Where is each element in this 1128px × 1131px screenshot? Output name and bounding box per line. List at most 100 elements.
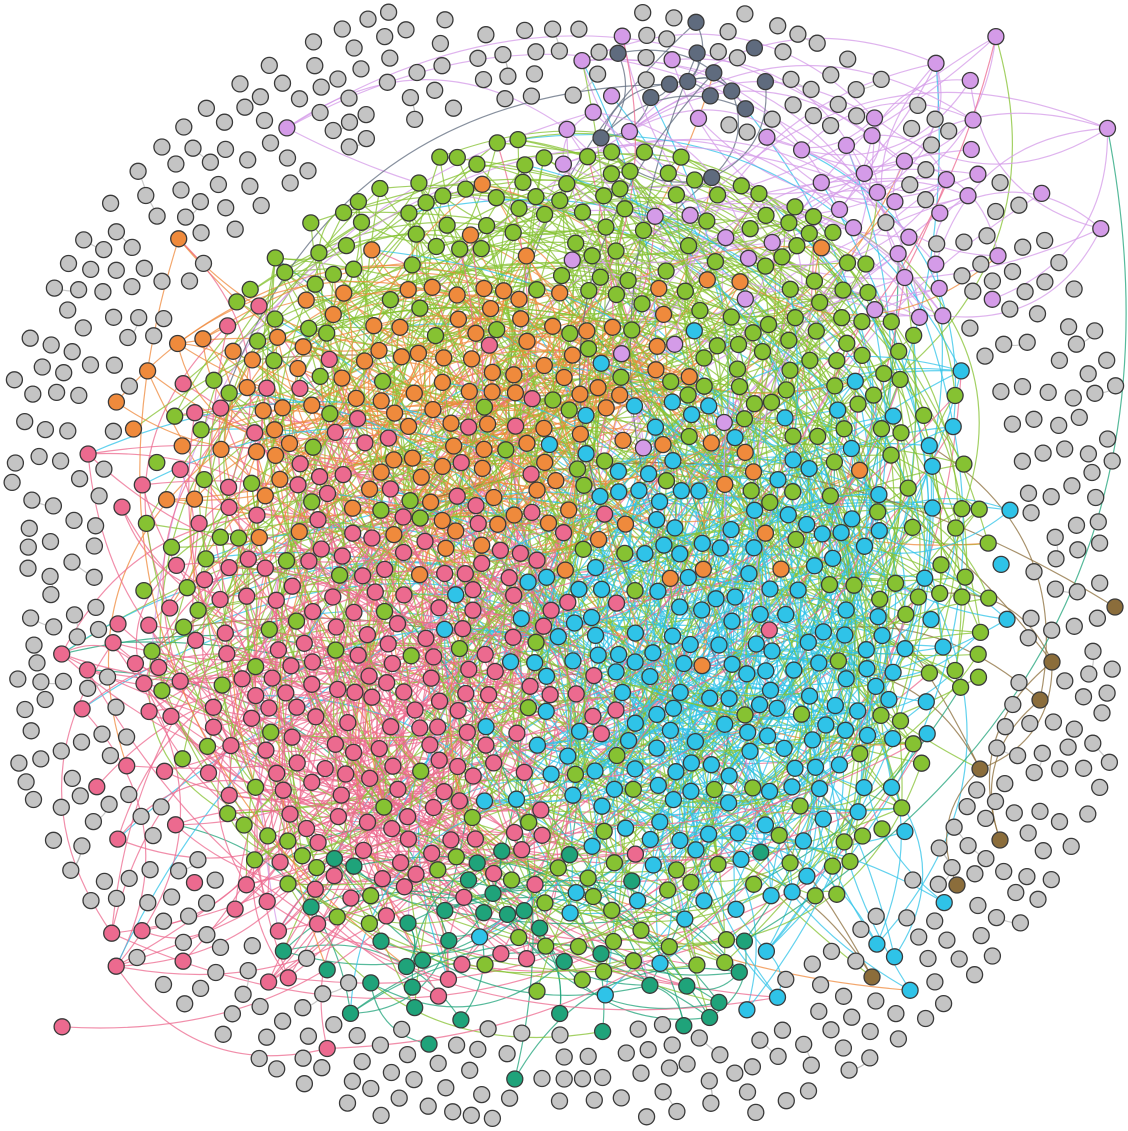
- graph-node-cyan: [639, 465, 658, 483]
- graph-node-cyan: [855, 778, 873, 797]
- graph-node-cyan: [605, 780, 624, 798]
- graph-node-isolated: [44, 831, 63, 849]
- graph-node-isolated: [36, 420, 55, 439]
- graph-node-isolated: [359, 10, 377, 28]
- graph-edge: [274, 417, 495, 498]
- graph-node-isolated: [1025, 763, 1043, 782]
- graph-node-cyan: [761, 580, 779, 598]
- graph-node-isolated: [811, 976, 830, 994]
- graph-node-green: [567, 234, 585, 252]
- graph-node-green: [302, 214, 320, 232]
- graph-node-green: [786, 309, 804, 327]
- graph-node-cyan: [686, 732, 705, 751]
- graph-node-green: [841, 852, 859, 871]
- graph-node-cyan: [858, 660, 876, 678]
- graph-node-green: [536, 894, 554, 912]
- graph-node-isolated: [987, 202, 1005, 221]
- graph-node-isolated: [977, 809, 995, 828]
- graph-node-isolated: [1019, 629, 1037, 647]
- graph-node-pink: [526, 875, 544, 894]
- graph-node-isolated: [1010, 196, 1028, 214]
- graph-node-pink: [449, 757, 467, 776]
- graph-node-green: [729, 335, 748, 354]
- graph-node-cyan: [723, 612, 741, 630]
- graph-edge: [766, 117, 875, 149]
- graph-node-cyan: [596, 986, 614, 1004]
- graph-edge: [403, 691, 761, 861]
- graph-node-orange: [365, 317, 383, 335]
- graph-node-teal: [531, 919, 549, 937]
- graph-node-orange: [423, 278, 441, 296]
- graph-node-isolated: [32, 673, 50, 691]
- graph-node-isolated: [590, 43, 608, 61]
- graph-node-orange: [250, 528, 268, 547]
- graph-node-isolated: [154, 912, 173, 930]
- graph-edge: [353, 865, 494, 907]
- graph-node-pink: [533, 826, 551, 844]
- graph-node-isolated: [189, 851, 207, 869]
- graph-node-isolated: [1033, 744, 1051, 762]
- graph-node-pink: [522, 465, 540, 483]
- graph-node-cyan: [664, 452, 682, 470]
- graph-node-cyan: [577, 445, 595, 463]
- graph-node-slate: [705, 64, 723, 82]
- graph-node-teal: [362, 974, 380, 992]
- graph-node-isolated: [3, 473, 21, 492]
- graph-edge: [237, 432, 305, 644]
- graph-node-isolated: [564, 86, 582, 104]
- graph-node-isolated: [433, 57, 451, 75]
- graph-node-teal: [678, 977, 696, 995]
- graph-edge: [316, 157, 522, 869]
- graph-node-orange: [324, 305, 342, 324]
- graph-node-pink: [291, 379, 309, 398]
- graph-node-isolated: [1065, 280, 1083, 298]
- graph-node-violet: [620, 122, 639, 141]
- graph-node-pink: [297, 819, 316, 838]
- graph-node-cyan: [577, 406, 595, 425]
- graph-node-pink: [395, 878, 414, 896]
- graph-node-slate: [701, 87, 719, 105]
- graph-node-isolated: [1067, 516, 1086, 534]
- graph-node-isolated: [1025, 563, 1043, 581]
- graph-edge: [939, 191, 1102, 230]
- graph-node-cyan: [564, 652, 582, 670]
- graph-node-orange: [462, 350, 481, 368]
- graph-node-isolated: [353, 1052, 371, 1071]
- graph-node-green: [616, 200, 634, 218]
- graph-node-green: [245, 851, 264, 869]
- graph-node-isolated: [376, 27, 394, 46]
- graph-node-green: [634, 221, 653, 240]
- graph-node-isolated: [241, 177, 259, 195]
- graph-node-cyan: [593, 797, 611, 815]
- graph-node-green: [411, 509, 429, 527]
- graph-node-green: [472, 239, 490, 258]
- graph-node-green: [708, 337, 726, 355]
- graph-node-pink: [150, 658, 168, 677]
- graph-node-cyan: [783, 778, 801, 796]
- graph-node-teal: [399, 914, 417, 932]
- graph-edge: [600, 83, 670, 139]
- graph-node-pink: [216, 624, 234, 642]
- graph-node-isolated: [258, 1028, 276, 1046]
- graph-node-green: [623, 321, 641, 339]
- graph-node-orange: [360, 480, 379, 498]
- graph-node-pink: [585, 666, 603, 685]
- graph-node-green: [213, 676, 231, 694]
- graph-edge: [459, 528, 989, 650]
- graph-node-isolated: [1022, 609, 1040, 627]
- graph-node-isolated: [24, 790, 43, 809]
- graph-edge: [801, 149, 957, 427]
- graph-node-green: [328, 908, 346, 926]
- graph-node-pink: [306, 880, 324, 898]
- graph-edge: [835, 410, 880, 496]
- graph-node-isolated: [777, 1092, 795, 1110]
- graph-node-green: [833, 309, 851, 327]
- graph-node-green: [241, 280, 259, 299]
- graph-node-teal: [675, 1017, 693, 1035]
- graph-node-green: [680, 427, 698, 446]
- graph-node-green: [685, 171, 704, 189]
- graph-node-cyan: [693, 534, 711, 553]
- graph-node-isolated: [252, 196, 270, 215]
- graph-node-pink: [161, 599, 179, 617]
- graph-node-isolated: [82, 891, 100, 910]
